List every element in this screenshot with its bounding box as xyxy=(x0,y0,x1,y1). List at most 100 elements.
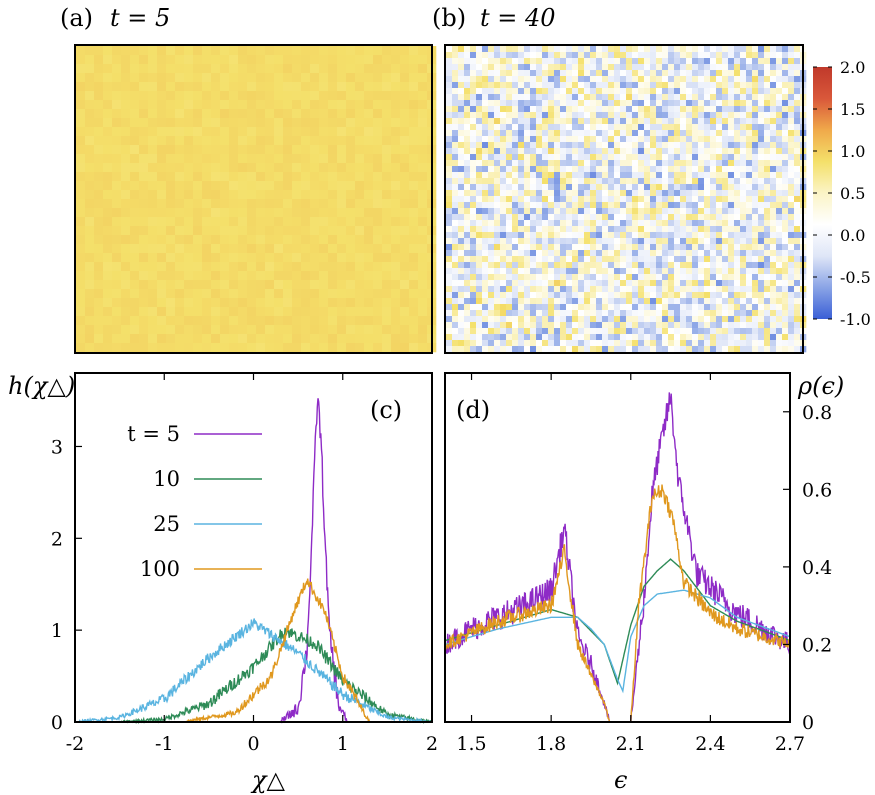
heatmap-cell xyxy=(662,286,669,293)
x-tick-label: -1 xyxy=(155,733,174,755)
heatmap-cell xyxy=(656,340,663,347)
heatmap-cell xyxy=(716,58,723,65)
heatmap-cell xyxy=(794,130,801,137)
heatmap-cell xyxy=(337,145,347,155)
heatmap-cell xyxy=(698,94,705,101)
heatmap-cell xyxy=(166,163,176,173)
heatmap-cell xyxy=(301,235,311,245)
heatmap-cell xyxy=(632,166,639,173)
heatmap-cell xyxy=(256,307,266,317)
heatmap-cell xyxy=(650,208,657,215)
heatmap-cell xyxy=(572,82,579,89)
heatmap-cell xyxy=(500,178,507,185)
heatmap-cell xyxy=(418,46,428,56)
heatmap-cell xyxy=(644,88,651,95)
heatmap-cell xyxy=(382,316,392,326)
heatmap-cell xyxy=(512,154,519,161)
heatmap-cell xyxy=(740,220,747,227)
heatmap-cell xyxy=(590,334,597,341)
heatmap-cell xyxy=(512,184,519,191)
heatmap-cell xyxy=(608,106,615,113)
heatmap-cell xyxy=(656,232,663,239)
heatmap-cell xyxy=(328,64,338,74)
heatmap-cell xyxy=(148,154,158,164)
heatmap-cell xyxy=(274,100,284,110)
heatmap-cell xyxy=(229,154,239,164)
heatmap-cell xyxy=(794,280,801,287)
heatmap-cell xyxy=(130,55,140,65)
heatmap-cell xyxy=(488,280,495,287)
heatmap-cell xyxy=(166,334,176,344)
heatmap-cell xyxy=(692,154,699,161)
heatmap-cell xyxy=(668,310,675,317)
heatmap-cell xyxy=(464,172,471,179)
heatmap-cell xyxy=(157,109,167,119)
heatmap-cell xyxy=(572,268,579,275)
heatmap-cell xyxy=(614,166,621,173)
heatmap-cell xyxy=(256,181,266,191)
heatmap-cell xyxy=(548,202,555,209)
heatmap-cell xyxy=(488,220,495,227)
heatmap-cell xyxy=(301,109,311,119)
heatmap-cell xyxy=(76,127,86,137)
heatmap-cell xyxy=(328,145,338,155)
heatmap-cell xyxy=(704,256,711,263)
heatmap-cell xyxy=(524,64,531,71)
heatmap-cell xyxy=(674,214,681,221)
heatmap-cell xyxy=(193,46,203,56)
heatmap-cell xyxy=(202,109,212,119)
heatmap-cell xyxy=(364,199,374,209)
heatmap-cell xyxy=(103,136,113,146)
heatmap-cell xyxy=(355,199,365,209)
heatmap-cell xyxy=(782,88,789,95)
heatmap-cell xyxy=(668,148,675,155)
heatmap-cell xyxy=(566,244,573,251)
heatmap-cell xyxy=(674,118,681,125)
heatmap-cell xyxy=(770,226,777,233)
heatmap-cell xyxy=(614,118,621,125)
heatmap-cell xyxy=(494,124,501,131)
heatmap-cell xyxy=(220,298,230,308)
heatmap-cell xyxy=(590,52,597,59)
heatmap-cell xyxy=(632,220,639,227)
heatmap-cell xyxy=(512,136,519,143)
heatmap-cell xyxy=(596,238,603,245)
heatmap-cell xyxy=(770,136,777,143)
heatmap-cell xyxy=(130,109,140,119)
heatmap-cell xyxy=(620,238,627,245)
heatmap-cell xyxy=(94,208,104,218)
heatmap-cell xyxy=(782,286,789,293)
heatmap-cell xyxy=(265,46,275,56)
heatmap-cell xyxy=(620,46,627,53)
heatmap-cell xyxy=(256,118,266,128)
heatmap-cell xyxy=(229,199,239,209)
heatmap-cell xyxy=(770,148,777,155)
heatmap-cell xyxy=(536,130,543,137)
heatmap-cell xyxy=(638,88,645,95)
heatmap-cell xyxy=(668,58,675,65)
heatmap-cell xyxy=(488,334,495,341)
heatmap-cell xyxy=(211,64,221,74)
heatmap-cell xyxy=(506,94,513,101)
heatmap-cell xyxy=(584,184,591,191)
heatmap-cell xyxy=(584,280,591,287)
heatmap-cell xyxy=(704,220,711,227)
heatmap-cell xyxy=(157,217,167,227)
heatmap-cell xyxy=(578,256,585,263)
heatmap-cell xyxy=(94,82,104,92)
heatmap-cell xyxy=(476,70,483,77)
heatmap-cell xyxy=(602,118,609,125)
heatmap-cell xyxy=(274,217,284,227)
heatmap-cell xyxy=(740,112,747,119)
heatmap-cell xyxy=(650,238,657,245)
heatmap-cell xyxy=(301,136,311,146)
heatmap-cell xyxy=(238,127,248,137)
heatmap-cell xyxy=(656,334,663,341)
heatmap-cell xyxy=(476,208,483,215)
x-tick-label: 2.4 xyxy=(695,733,725,755)
heatmap-cell xyxy=(644,310,651,317)
heatmap-cell xyxy=(698,166,705,173)
heatmap-cell xyxy=(644,154,651,161)
heatmap-cell xyxy=(256,244,266,254)
heatmap-cell xyxy=(247,100,257,110)
